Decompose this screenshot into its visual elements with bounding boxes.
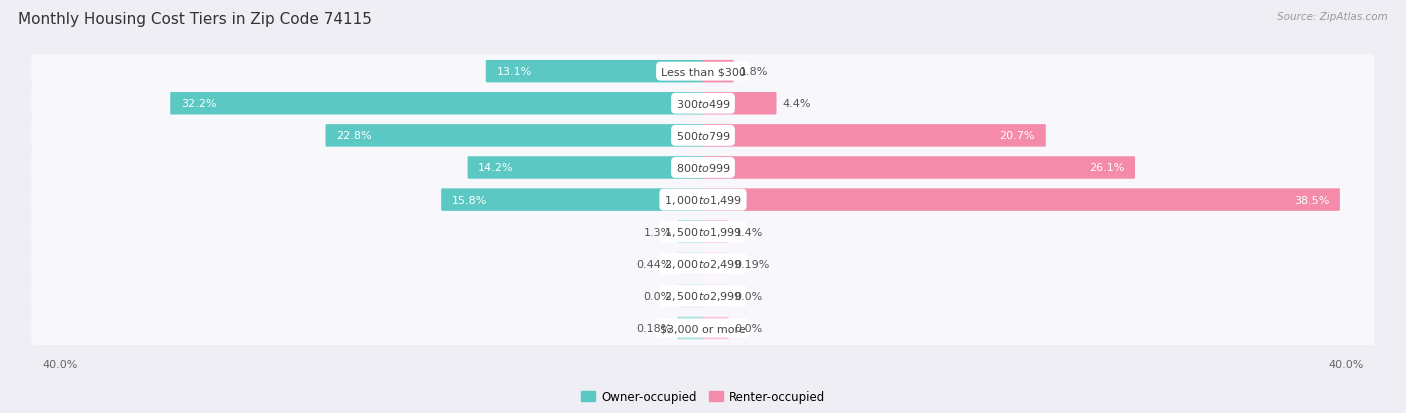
FancyBboxPatch shape: [702, 221, 728, 243]
FancyBboxPatch shape: [702, 93, 776, 115]
Text: 1.8%: 1.8%: [740, 67, 768, 77]
Text: 40.0%: 40.0%: [42, 358, 77, 369]
FancyBboxPatch shape: [31, 87, 1375, 121]
FancyBboxPatch shape: [31, 151, 1375, 185]
Text: 15.8%: 15.8%: [451, 195, 488, 205]
Text: $300 to $499: $300 to $499: [675, 98, 731, 110]
Text: 0.19%: 0.19%: [734, 259, 769, 269]
Text: 0.0%: 0.0%: [644, 291, 672, 301]
Text: 0.0%: 0.0%: [734, 291, 762, 301]
FancyBboxPatch shape: [31, 215, 1375, 249]
Text: 0.18%: 0.18%: [637, 323, 672, 333]
Text: 0.44%: 0.44%: [636, 259, 672, 269]
Text: $1,000 to $1,499: $1,000 to $1,499: [664, 194, 742, 206]
FancyBboxPatch shape: [485, 61, 704, 83]
Text: 26.1%: 26.1%: [1088, 163, 1125, 173]
FancyBboxPatch shape: [702, 61, 734, 83]
Text: $2,000 to $2,499: $2,000 to $2,499: [664, 258, 742, 271]
Text: 40.0%: 40.0%: [1329, 358, 1364, 369]
FancyBboxPatch shape: [31, 247, 1375, 281]
Text: $500 to $799: $500 to $799: [675, 130, 731, 142]
Text: 4.4%: 4.4%: [782, 99, 811, 109]
Text: $3,000 or more: $3,000 or more: [661, 323, 745, 333]
FancyBboxPatch shape: [441, 189, 704, 211]
Text: Source: ZipAtlas.com: Source: ZipAtlas.com: [1277, 12, 1388, 22]
FancyBboxPatch shape: [678, 221, 704, 243]
FancyBboxPatch shape: [468, 157, 704, 179]
FancyBboxPatch shape: [702, 189, 1340, 211]
Legend: Owner-occupied, Renter-occupied: Owner-occupied, Renter-occupied: [576, 385, 830, 408]
Text: Less than $300: Less than $300: [661, 67, 745, 77]
FancyBboxPatch shape: [702, 253, 728, 275]
FancyBboxPatch shape: [678, 317, 704, 339]
FancyBboxPatch shape: [702, 285, 728, 307]
FancyBboxPatch shape: [170, 93, 704, 115]
FancyBboxPatch shape: [31, 183, 1375, 217]
FancyBboxPatch shape: [702, 157, 1135, 179]
Text: Monthly Housing Cost Tiers in Zip Code 74115: Monthly Housing Cost Tiers in Zip Code 7…: [18, 12, 373, 27]
FancyBboxPatch shape: [31, 279, 1375, 313]
FancyBboxPatch shape: [702, 317, 728, 339]
FancyBboxPatch shape: [326, 125, 704, 147]
Text: 13.1%: 13.1%: [496, 67, 531, 77]
FancyBboxPatch shape: [678, 285, 704, 307]
Text: 38.5%: 38.5%: [1294, 195, 1329, 205]
Text: $1,500 to $1,999: $1,500 to $1,999: [664, 225, 742, 239]
FancyBboxPatch shape: [31, 311, 1375, 345]
Text: 0.0%: 0.0%: [734, 323, 762, 333]
Text: $800 to $999: $800 to $999: [675, 162, 731, 174]
Text: 22.8%: 22.8%: [336, 131, 371, 141]
Text: 1.4%: 1.4%: [734, 227, 763, 237]
FancyBboxPatch shape: [678, 253, 704, 275]
Text: 32.2%: 32.2%: [181, 99, 217, 109]
FancyBboxPatch shape: [31, 119, 1375, 153]
Text: 1.3%: 1.3%: [644, 227, 672, 237]
Text: 14.2%: 14.2%: [478, 163, 513, 173]
FancyBboxPatch shape: [702, 125, 1046, 147]
Text: 20.7%: 20.7%: [1000, 131, 1035, 141]
Text: $2,500 to $2,999: $2,500 to $2,999: [664, 290, 742, 303]
FancyBboxPatch shape: [31, 55, 1375, 89]
